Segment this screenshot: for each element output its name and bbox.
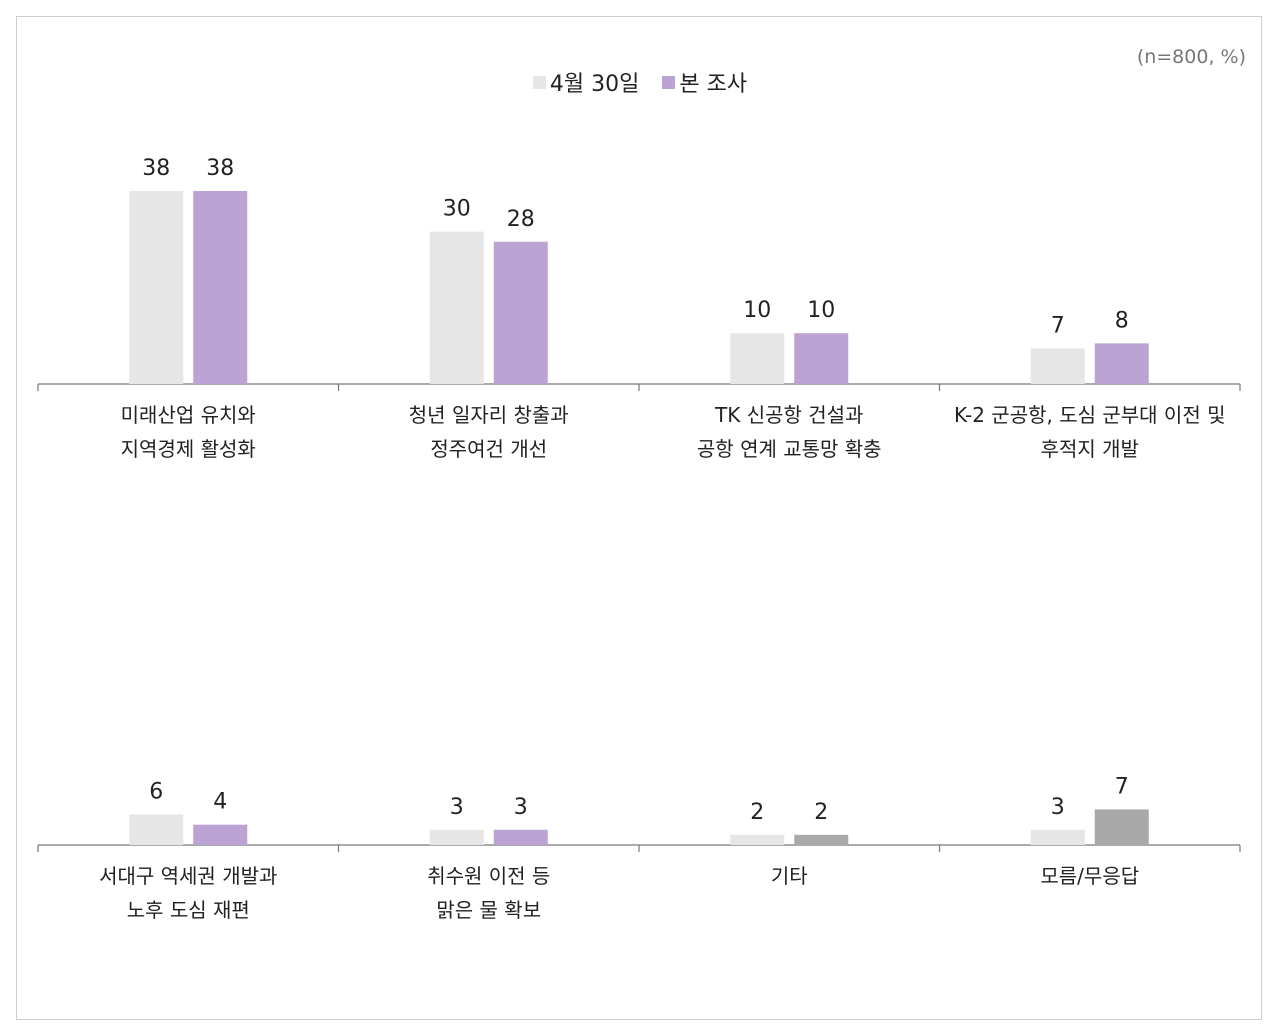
category-label: 모름/무응답 xyxy=(1040,864,1139,888)
bar-previous-6 xyxy=(429,829,484,845)
legend-swatch-previous xyxy=(532,75,546,89)
bar-current-1 xyxy=(193,190,248,384)
bar-current-7 xyxy=(794,834,849,845)
category-label: 정주여건 개선 xyxy=(430,437,547,461)
category-label: 지역경제 활성화 xyxy=(121,437,256,461)
bar-current-4 xyxy=(1094,343,1149,384)
category-label: 맑은 물 확보 xyxy=(436,898,541,922)
category-label: 노후 도심 재편 xyxy=(127,898,250,922)
legend-item-previous: 4월 30일 xyxy=(532,66,640,98)
bar-previous-2 xyxy=(429,231,484,384)
data-label: 3 xyxy=(514,795,528,820)
bar-previous-5 xyxy=(129,814,184,845)
category-label: 미래산업 유치와 xyxy=(121,403,256,427)
data-label: 10 xyxy=(807,298,835,323)
data-label: 38 xyxy=(206,156,234,181)
data-label: 8 xyxy=(1115,308,1129,333)
category-label: 서대구 역세권 개발과 xyxy=(99,864,277,888)
category-label: 공항 연계 교통망 확충 xyxy=(697,437,882,461)
data-label: 10 xyxy=(743,298,771,323)
bar-previous-3 xyxy=(730,333,785,384)
data-label: 2 xyxy=(814,800,828,825)
bar-previous-8 xyxy=(1030,829,1085,845)
bar-current-2 xyxy=(493,241,548,384)
category-label: 기타 xyxy=(771,864,808,888)
data-label: 28 xyxy=(507,207,535,232)
legend-label-current: 본 조사 xyxy=(679,72,748,97)
legend: 4월 30일 본 조사 xyxy=(0,66,1280,98)
legend-item-current: 본 조사 xyxy=(662,66,747,98)
bar-current-6 xyxy=(493,829,548,845)
bar-current-3 xyxy=(794,333,849,384)
category-label: 후적지 개발 xyxy=(1041,437,1139,461)
chart-frame xyxy=(16,16,1262,1020)
legend-label-previous: 4월 30일 xyxy=(549,72,640,97)
data-label: 2 xyxy=(750,800,764,825)
category-label: 청년 일자리 창출과 xyxy=(409,403,569,427)
sample-note: (n=800, %) xyxy=(1136,46,1246,68)
bar-previous-1 xyxy=(129,190,184,384)
data-label: 3 xyxy=(450,795,464,820)
category-label: K-2 군공항, 도심 군부대 이전 및 xyxy=(954,403,1226,427)
data-label: 7 xyxy=(1051,313,1065,338)
category-label: TK 신공항 건설과 xyxy=(714,403,863,427)
data-label: 38 xyxy=(142,156,170,181)
category-label: 취수원 이전 등 xyxy=(427,864,550,888)
bar-current-8 xyxy=(1094,809,1149,845)
data-label: 3 xyxy=(1051,795,1065,820)
bar-current-5 xyxy=(193,824,248,845)
data-label: 6 xyxy=(149,780,163,805)
data-label: 7 xyxy=(1115,774,1129,799)
bar-previous-4 xyxy=(1030,348,1085,384)
data-label: 30 xyxy=(443,197,471,222)
data-label: 4 xyxy=(213,790,227,815)
bar-previous-7 xyxy=(730,834,785,845)
legend-swatch-current xyxy=(662,75,676,89)
